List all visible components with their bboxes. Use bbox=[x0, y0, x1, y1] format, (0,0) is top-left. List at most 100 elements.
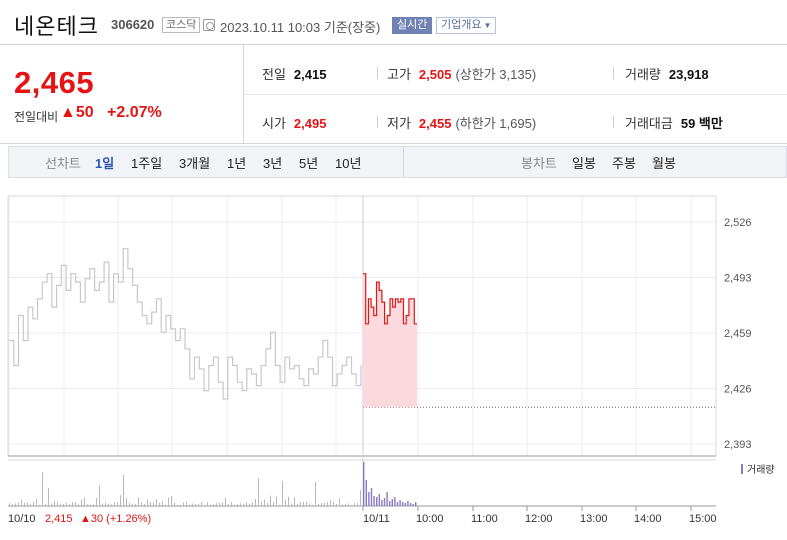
volume-bar-today bbox=[396, 502, 399, 506]
volume-bar-prev bbox=[21, 499, 22, 506]
volume-bar-prev bbox=[78, 504, 79, 506]
volume-bar-prev bbox=[342, 504, 343, 506]
volume-bar-prev bbox=[213, 503, 214, 506]
prev-day-line bbox=[9, 248, 362, 400]
volume-bar-prev bbox=[237, 504, 238, 506]
cell-divider bbox=[613, 67, 614, 79]
volume-bar-prev bbox=[174, 502, 175, 506]
plot-frame bbox=[7, 195, 717, 457]
volume-bar-prev bbox=[54, 500, 55, 506]
volume-bar-prev bbox=[219, 502, 220, 506]
volume-bar-prev bbox=[60, 504, 61, 506]
y-axis-labels: 2,526 2,493 2,459 2,426 2,393 bbox=[724, 217, 752, 451]
chart-period-tabs: 선차트 1일 1주일 3개월 1년 3년 5년 10년 봉차트 일봉 주봉 월봉 bbox=[8, 146, 787, 178]
volume-bar-prev bbox=[198, 504, 199, 506]
intraday-chart: 2,526 2,493 2,459 2,426 2,393 10/11 10:00 11:0… bbox=[7, 195, 775, 525]
volume-bar-prev bbox=[153, 502, 154, 506]
volume-bar-prev bbox=[357, 503, 358, 506]
prev-day-series bbox=[9, 248, 362, 400]
cell-divider bbox=[377, 116, 378, 128]
volume-bar-today bbox=[370, 488, 373, 506]
volume-bar-prev bbox=[93, 503, 94, 506]
volume-bar-prev bbox=[210, 504, 211, 506]
volume-bar-prev bbox=[336, 503, 337, 506]
clock-icon bbox=[203, 19, 215, 31]
volume-bar-prev bbox=[72, 502, 73, 506]
volume-bar-prev bbox=[354, 502, 355, 506]
volume-bar-prev bbox=[273, 502, 274, 506]
volume-bar-prev bbox=[147, 499, 148, 506]
volume-bar-prev bbox=[348, 503, 349, 506]
volume-bar-prev bbox=[126, 497, 127, 506]
tab-daily[interactable]: 일봉 bbox=[572, 156, 596, 171]
tab-1w[interactable]: 1주일 bbox=[131, 156, 163, 171]
lower-limit: (하한가 1,695) bbox=[455, 116, 537, 131]
volume-bar-prev bbox=[75, 502, 76, 506]
volume-bar-prev bbox=[351, 504, 352, 506]
volume-bars bbox=[9, 462, 417, 506]
volume-bar-prev bbox=[33, 501, 34, 506]
tab-monthly[interactable]: 월봉 bbox=[652, 156, 676, 171]
company-info-dropdown[interactable]: 기업개요 ▼ bbox=[436, 17, 497, 34]
y-tick-label: 2,493 bbox=[724, 273, 752, 285]
company-info-label: 기업개요 bbox=[441, 19, 482, 31]
volume-bar-prev bbox=[282, 480, 283, 506]
volume-bar-prev bbox=[318, 503, 319, 506]
candle-chart-label: 봉차트 bbox=[521, 156, 557, 171]
volume-bar-today bbox=[376, 497, 378, 506]
volume-bar-prev bbox=[102, 503, 103, 506]
volume-bar-prev bbox=[309, 503, 310, 506]
amount-cell: 거래대금 59 백만 bbox=[625, 113, 723, 132]
volume-bar-prev bbox=[69, 503, 70, 506]
x-tick-label: 10:00 bbox=[416, 513, 444, 525]
change-percent: +2.07% bbox=[107, 104, 162, 121]
tab-5y[interactable]: 5년 bbox=[299, 156, 319, 171]
prev-day-label: 10/10 bbox=[8, 513, 36, 525]
volume-value: 23,918 bbox=[668, 67, 709, 82]
amount-label: 거래대금 bbox=[625, 116, 673, 131]
y-tick-label: 2,393 bbox=[724, 439, 752, 451]
volume-bar-prev bbox=[123, 474, 124, 506]
tab-1y[interactable]: 1년 bbox=[227, 156, 247, 171]
volume-bar-today bbox=[402, 502, 404, 506]
volume-bar-today bbox=[407, 501, 409, 506]
volume-bar-today bbox=[415, 502, 417, 506]
cell-divider bbox=[377, 67, 378, 79]
volume-bar-prev bbox=[204, 504, 205, 506]
tab-1d[interactable]: 1일 bbox=[95, 156, 115, 171]
x-axis-labels: 10/11 10:00 11:00 12:00 13:00 14:00 15:00 bbox=[362, 506, 717, 525]
volume-bar-prev bbox=[63, 504, 64, 506]
prev-close-cell: 전일 2,415 bbox=[262, 64, 326, 83]
stock-header: 네온테크 306620 코스닥 2023.10.11 10:03 기준(장중) … bbox=[0, 0, 787, 42]
volume-bar-prev bbox=[300, 502, 301, 506]
volume-bar-prev bbox=[51, 503, 52, 506]
volume-bar-prev bbox=[159, 502, 160, 506]
volume-bar-today bbox=[363, 462, 365, 506]
volume-bar-prev bbox=[333, 501, 334, 506]
tab-3m[interactable]: 3개월 bbox=[179, 156, 211, 171]
x-tick-label: 13:00 bbox=[580, 513, 608, 525]
line-chart-label: 선차트 bbox=[45, 156, 81, 171]
volume-bar-prev bbox=[252, 502, 253, 506]
chevron-down-icon: ▼ bbox=[483, 21, 492, 30]
tab-3y[interactable]: 3년 bbox=[263, 156, 283, 171]
volume-bar-today bbox=[412, 504, 414, 506]
realtime-button[interactable]: 실시간 bbox=[392, 17, 433, 34]
volume-bar-prev bbox=[330, 499, 331, 506]
volume-bar-today bbox=[373, 496, 375, 506]
low-cell: 저가 2,455 (하한가 1,695) bbox=[387, 113, 536, 132]
tab-weekly[interactable]: 주봉 bbox=[612, 156, 636, 171]
y-tick-label: 2,426 bbox=[724, 384, 752, 396]
stock-code: 306620 bbox=[111, 17, 155, 32]
prev-close-label: 전일 bbox=[262, 67, 286, 82]
volume-bar-prev bbox=[234, 504, 235, 506]
volume-bar-prev bbox=[225, 497, 226, 506]
x-tick-label: 10/11 bbox=[363, 513, 390, 525]
volume-bar-prev bbox=[117, 502, 118, 506]
volume-bar-prev bbox=[15, 503, 16, 506]
volume-bar-prev bbox=[138, 497, 139, 506]
volume-legend-text: 거래량 bbox=[747, 464, 775, 476]
tab-10y[interactable]: 10년 bbox=[335, 156, 362, 171]
open-value: 2,495 bbox=[293, 116, 327, 131]
high-value: 2,505 bbox=[418, 67, 452, 82]
